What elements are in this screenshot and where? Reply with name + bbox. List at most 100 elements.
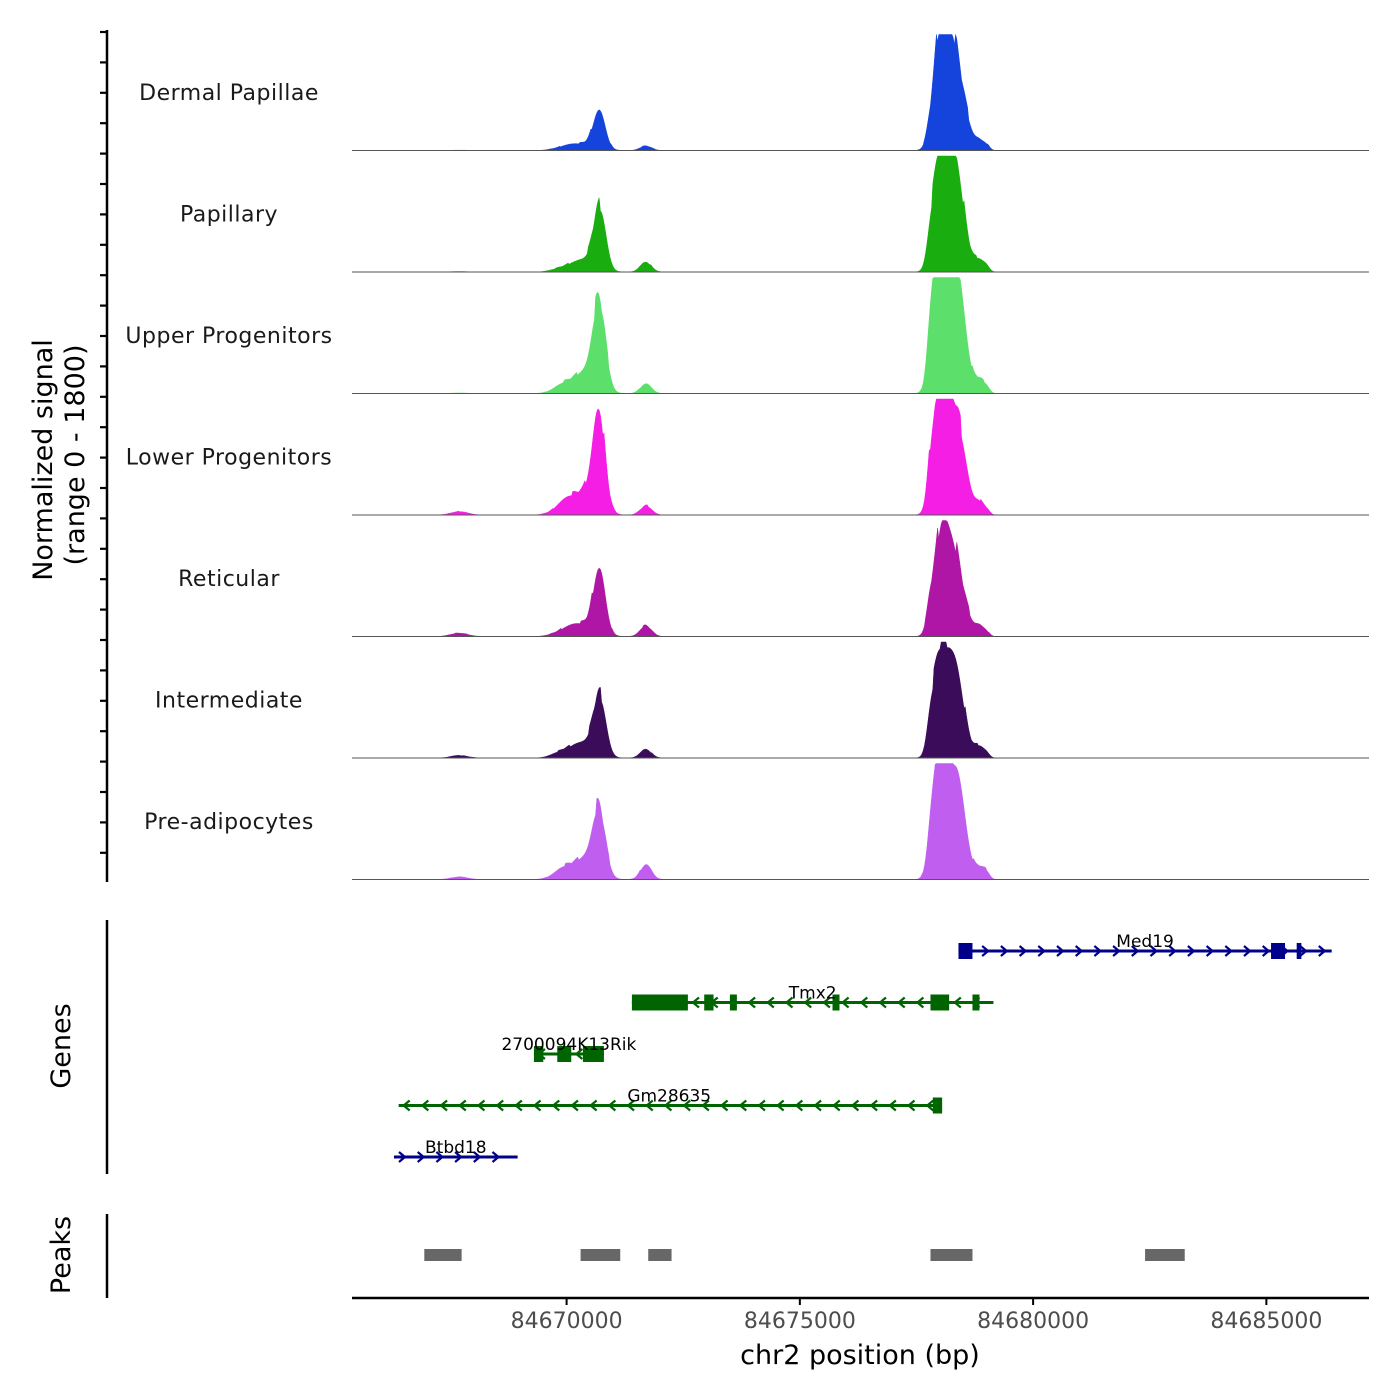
strand-arrow (701, 1099, 710, 1112)
track-label: Upper Progenitors (125, 324, 332, 349)
strand-arrow (574, 1048, 584, 1060)
strand-arrow (784, 996, 794, 1009)
strand-arrow (1168, 945, 1177, 957)
strand-arrow (626, 1099, 635, 1112)
exon (533, 1046, 544, 1062)
coverage-track: Papillary (180, 155, 1369, 273)
peak-track (424, 1249, 1185, 1261)
gene-track: Med19 Tmx2 2700094K13Rik Gm28635 Btbd18 (393, 932, 1332, 1163)
strand-arrow (1074, 945, 1084, 957)
y-axis-title-line1: Normalized signal (28, 339, 59, 581)
strand-arrow (495, 1099, 504, 1112)
x-tick-label: 84675000 (744, 1309, 856, 1334)
strand-arrow (1205, 945, 1215, 957)
gene-label: Btbd18 (425, 1138, 487, 1158)
coverage-area (352, 277, 1369, 394)
strand-arrow (1093, 945, 1103, 957)
exon (958, 943, 973, 959)
coverage-track: Intermediate (155, 641, 1369, 759)
strand-arrow (775, 1099, 785, 1112)
strand-arrow (514, 1099, 523, 1112)
gene: Med19 (958, 932, 1332, 959)
strand-arrow (915, 996, 925, 1009)
strand-arrow (1299, 945, 1308, 957)
exon (557, 1046, 572, 1062)
coverage-track: Reticular (178, 520, 1369, 637)
gene-label: Gm28635 (627, 1087, 711, 1107)
strand-arrow (878, 996, 887, 1009)
track-label: Papillary (180, 203, 278, 228)
x-axis-ticks: 84670000 84675000 84680000 84685000 (511, 1298, 1322, 1334)
peak-region (1145, 1249, 1185, 1261)
track-label: Lower Progenitors (126, 446, 332, 471)
strand-arrow (869, 1099, 878, 1112)
strand-arrow (645, 1099, 654, 1112)
strand-arrow (719, 1099, 729, 1112)
strand-arrow (1037, 945, 1046, 957)
track-label: Intermediate (155, 689, 303, 714)
strand-arrow (888, 1099, 897, 1112)
strand-arrow (925, 1099, 934, 1112)
coverage-area (352, 763, 1369, 880)
exon (729, 994, 737, 1011)
strand-arrow (822, 996, 831, 1009)
exon (832, 994, 840, 1011)
exon (1271, 943, 1286, 959)
peak-region (580, 1249, 621, 1261)
strand-arrow (532, 1099, 542, 1112)
coverage-area (352, 520, 1369, 637)
exon (582, 1046, 604, 1062)
gene-label: 2700094K13Rik (501, 1035, 636, 1055)
exon (930, 994, 950, 1011)
strand-arrow (906, 1099, 916, 1112)
coverage-area (352, 34, 1369, 151)
track-label: Dermal Papillae (139, 81, 319, 106)
strand-arrow (607, 1099, 617, 1112)
track-label: Reticular (178, 567, 280, 592)
strand-arrow (981, 945, 990, 957)
strand-arrow (813, 1099, 822, 1112)
track-label: Pre-adipocytes (144, 810, 314, 835)
coverage-tracks: Dermal Papillae Papillary Upper Progenitor… (125, 34, 1369, 880)
strand-arrow (663, 1099, 673, 1112)
exon (704, 994, 714, 1011)
strand-arrow (439, 1099, 448, 1112)
coverage-track: Upper Progenitors (125, 277, 1369, 394)
strand-arrow (473, 1151, 482, 1163)
strand-arrow (454, 1151, 463, 1163)
strand-arrow (416, 1151, 426, 1163)
coverage-y-ticks (100, 30, 107, 854)
peak-region (648, 1249, 672, 1261)
gene: Tmx2 (631, 984, 994, 1011)
strand-arrow (458, 1099, 467, 1112)
strand-arrow (691, 996, 700, 1009)
x-tick-label: 84680000 (977, 1309, 1089, 1334)
x-tick-label: 84670000 (511, 1309, 623, 1334)
strand-arrow (850, 1099, 860, 1112)
strand-arrow (803, 996, 812, 1009)
exon (932, 1097, 943, 1114)
coverage-track: Pre-adipocytes (144, 763, 1369, 880)
peaks-panel-label: Peaks (46, 1216, 77, 1294)
strand-arrow (1261, 945, 1271, 957)
strand-arrow (551, 1099, 560, 1112)
strand-arrow (747, 996, 756, 1009)
strand-arrow (491, 1151, 501, 1163)
gene-label: Med19 (1116, 932, 1174, 952)
gene: 2700094K13Rik (501, 1035, 637, 1062)
strand-arrow (435, 1151, 445, 1163)
gene: Btbd18 (393, 1138, 518, 1163)
strand-arrow (1112, 945, 1121, 957)
strand-arrow (570, 1099, 579, 1112)
strand-arrow (682, 1099, 691, 1112)
strand-arrow (794, 1099, 804, 1112)
peak-region (424, 1249, 462, 1261)
x-tick-label: 84685000 (1210, 1309, 1322, 1334)
strand-arrow (1224, 945, 1233, 957)
coverage-area (352, 641, 1369, 759)
strand-arrow (896, 996, 906, 1009)
coverage-track: Dermal Papillae (139, 34, 1369, 151)
gene: Gm28635 (398, 1087, 943, 1114)
